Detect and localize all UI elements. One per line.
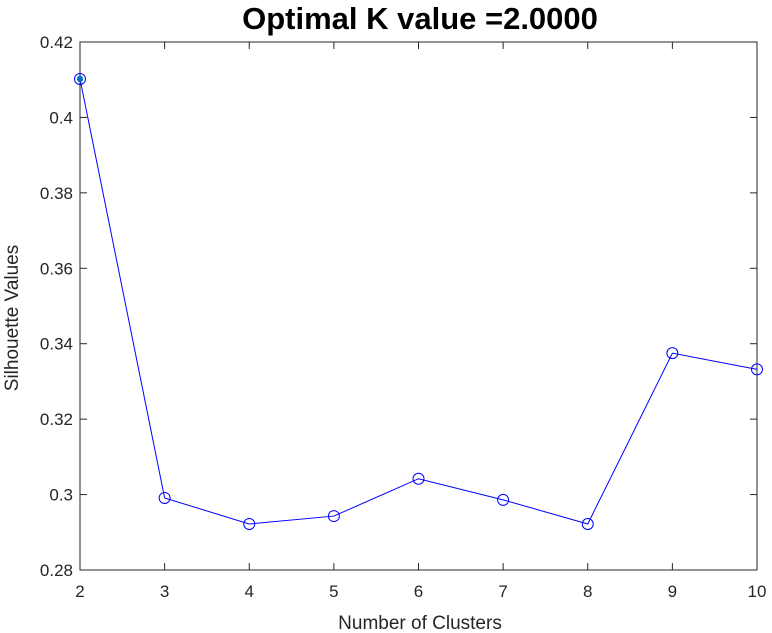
chart-title: Optimal K value =2.0000 bbox=[242, 1, 598, 36]
data-point bbox=[412, 472, 425, 485]
plot-area: 2 3 4 5 6 7 8 9 10 0.28 0.3 0.32 0.34 0.36 0.38 0.4 0.42 bbox=[40, 33, 767, 601]
y-tick-label: 0.36 bbox=[40, 259, 73, 278]
data-point bbox=[327, 510, 340, 523]
data-point bbox=[243, 517, 256, 530]
x-tick-label: 9 bbox=[668, 582, 677, 601]
y-tick-label: 0.32 bbox=[40, 410, 73, 429]
y-tick-label: 0.38 bbox=[40, 184, 73, 203]
y-tick-label: 0.42 bbox=[40, 33, 73, 52]
x-tick-label: 2 bbox=[75, 582, 84, 601]
y-axis-label: Silhouette Values bbox=[2, 245, 23, 391]
x-tick-label: 5 bbox=[329, 582, 338, 601]
data-point bbox=[751, 363, 763, 376]
x-tick-label: 10 bbox=[748, 582, 767, 601]
y-tick-label: 0.34 bbox=[40, 335, 73, 354]
x-tick-label: 7 bbox=[498, 582, 507, 601]
x-tick-label: 3 bbox=[160, 582, 169, 601]
x-tick-label: 6 bbox=[414, 582, 423, 601]
series-line bbox=[79, 78, 758, 525]
data-point bbox=[581, 517, 594, 530]
y-tick-label: 0.3 bbox=[49, 486, 73, 505]
y-tick-label: 0.28 bbox=[40, 561, 73, 580]
data-point bbox=[497, 493, 510, 506]
optimal-k-marker bbox=[76, 75, 84, 83]
y-tick-label: 0.4 bbox=[49, 108, 73, 127]
data-point bbox=[666, 347, 679, 360]
x-tick-label: 8 bbox=[583, 582, 592, 601]
x-tick-label: 4 bbox=[245, 582, 254, 601]
axes-box bbox=[79, 41, 758, 571]
data-point bbox=[74, 72, 86, 85]
data-point bbox=[158, 491, 171, 504]
x-axis-label: Number of Clusters bbox=[338, 613, 502, 633]
